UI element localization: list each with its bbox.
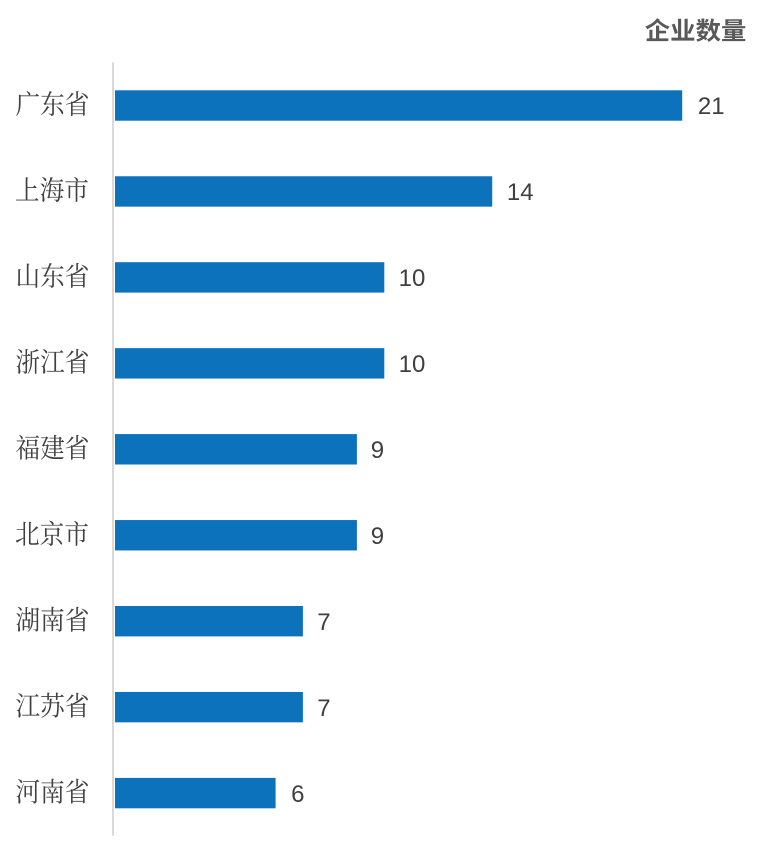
svg-text:14: 14 — [507, 179, 534, 206]
svg-text:10: 10 — [399, 265, 426, 292]
svg-text:9: 9 — [371, 523, 384, 550]
svg-text:21: 21 — [698, 93, 725, 120]
svg-text:10: 10 — [399, 351, 426, 378]
svg-text:7: 7 — [317, 609, 330, 636]
svg-text:7: 7 — [317, 695, 330, 722]
svg-text:6: 6 — [291, 781, 304, 808]
svg-text:9: 9 — [371, 437, 384, 464]
